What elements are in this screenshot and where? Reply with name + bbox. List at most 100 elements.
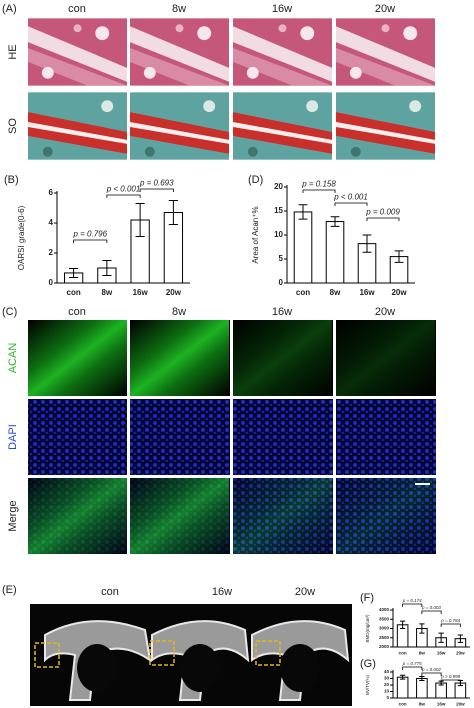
panel-label: (F) (360, 592, 374, 604)
error-bar (399, 620, 406, 629)
x-tick-label: 8w (419, 702, 426, 707)
x-tick-label: con (399, 651, 407, 656)
row-label: DAPI (7, 424, 19, 450)
significance-bracket (302, 189, 336, 193)
y-tick-label: 2 (49, 248, 54, 257)
error-bar (135, 203, 145, 237)
x-tick-label: 8w (102, 288, 113, 297)
x-tick-label: 20w (456, 651, 465, 656)
error-bar (362, 234, 372, 253)
error-bar (69, 267, 79, 278)
p-value: p = 0.784 (440, 618, 460, 623)
p-value: p = 0.009 (365, 208, 400, 217)
y-tick-label: 30 (384, 676, 390, 681)
p-value: p = 0.002 (421, 667, 441, 672)
x-tick-label: 8w (330, 288, 341, 297)
error-bar (419, 623, 425, 634)
column-header: 8w (172, 3, 186, 15)
p-value: p = 0.158 (301, 180, 336, 189)
p-value: p > 0.999 (440, 674, 460, 679)
x-tick-label: con (399, 702, 407, 707)
error-bar (298, 204, 308, 220)
column-header: 16w (272, 306, 292, 318)
significance-bracket (402, 666, 423, 670)
x-tick-label: 8w (419, 651, 426, 656)
panel-label: (D) (248, 174, 263, 186)
y-axis-title: Area of Acan⁺% (251, 206, 260, 263)
p-value: p = 0.003 (421, 605, 441, 610)
error-bar (394, 250, 404, 263)
p-value: p = 0.775 (402, 661, 422, 666)
bar (416, 678, 428, 699)
x-tick-label: 16w (359, 288, 375, 297)
bar (396, 676, 409, 699)
p-value: p < 0.001 (333, 193, 368, 202)
error-bar (102, 260, 112, 276)
y-tick-label: 0 (49, 278, 54, 287)
column-header: 16w (272, 3, 292, 15)
y-tick-label: 20 (274, 182, 283, 191)
row-label: HE (7, 44, 19, 59)
y-tick-label: 20 (384, 682, 390, 687)
significance-bracket (73, 239, 108, 243)
significance-bracket (139, 188, 174, 192)
y-axis-title: BMD(mg/cm³) (365, 614, 370, 642)
panel-label: (G) (360, 658, 376, 670)
x-tick-label: 16w (437, 702, 446, 707)
y-tick-label: 0 (386, 695, 389, 700)
y-tick-label: 4000 (379, 607, 390, 612)
y-tick-label: 3500 (379, 616, 390, 621)
x-tick-label: con (296, 288, 310, 297)
row-label: SO (7, 118, 19, 134)
column-header: con (68, 3, 86, 15)
x-tick-label: 20w (391, 288, 407, 297)
significance-bracket (421, 610, 442, 614)
row-label: ACAN (7, 343, 19, 374)
ct-images (30, 604, 352, 706)
y-tick-label: 10 (384, 689, 390, 694)
panel-label: (B) (4, 174, 19, 186)
error-bar (438, 632, 444, 643)
column-header: 16w (212, 586, 232, 598)
error-bar (330, 216, 340, 227)
significance-bracket (421, 672, 442, 676)
significance-bracket (366, 217, 400, 221)
error-bar (399, 674, 406, 680)
y-tick-label: 5 (279, 254, 284, 263)
column-header: 8w (172, 306, 186, 318)
x-tick-label: 20w (456, 702, 465, 707)
p-value: p < 0.001 (106, 185, 141, 194)
y-tick-label: 4 (49, 218, 54, 227)
x-tick-label: 16w (437, 651, 446, 656)
x-tick-label: con (67, 288, 81, 297)
column-header: con (68, 306, 86, 318)
error-bar (419, 676, 425, 681)
p-value: p = 0.796 (72, 230, 107, 239)
y-tick-label: 6 (49, 188, 54, 197)
y-tick-label: 15 (274, 206, 283, 215)
column-header: con (101, 586, 119, 598)
error-bar (168, 200, 178, 225)
y-tick-label: 0 (279, 278, 284, 287)
error-bar (457, 634, 464, 643)
significance-bracket (440, 623, 461, 627)
significance-bracket (106, 194, 141, 198)
column-header: 20w (375, 3, 395, 15)
y-axis-title: BV/TV(%) (365, 675, 370, 696)
significance-bracket (334, 202, 368, 206)
fluorescence-images (28, 320, 436, 554)
y-axis-title: OARSI grade(0-6) (17, 205, 26, 270)
y-tick-label: 2500 (379, 635, 390, 640)
histology-images (28, 18, 435, 160)
column-header: 20w (375, 306, 395, 318)
bar (325, 221, 345, 284)
p-value: p = 0.174 (402, 598, 422, 603)
panel-label: (A) (2, 3, 17, 15)
y-tick-label: 3000 (379, 626, 390, 631)
panel-label: (C) (2, 306, 17, 318)
bar (293, 211, 313, 284)
y-tick-label: 10 (274, 230, 283, 239)
significance-bracket (402, 603, 423, 607)
